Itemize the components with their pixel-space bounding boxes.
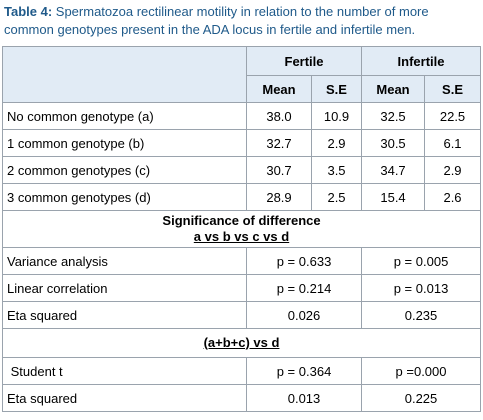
cell-value: 6.1 <box>424 129 482 157</box>
stat-value: 0.013 <box>245 384 363 412</box>
section-subtitle: (a+b+c) vs d <box>203 335 280 350</box>
header-row: Fertile Infertile <box>2 46 482 103</box>
column-header: S.E <box>310 75 363 103</box>
row-label: Linear correlation <box>2 274 247 302</box>
row-label: 2 common genotypes (c) <box>2 156 247 184</box>
stat-row: Eta squared 0.013 0.225 <box>2 384 482 412</box>
caption-text: Spermatozoa rectilinear motility in rela… <box>4 4 429 37</box>
cell-value: 2.5 <box>310 183 363 211</box>
row-label: Eta squared <box>2 301 247 329</box>
corner-cell <box>2 46 247 103</box>
column-header: Mean <box>246 75 312 103</box>
cell-value: 22.5 <box>424 102 482 130</box>
stat-value: 0.225 <box>361 384 482 412</box>
stat-row: Eta squared 0.026 0.235 <box>2 301 482 329</box>
caption: Table 4: Spermatozoa rectilinear motilit… <box>4 3 480 39</box>
cell-value: 38.0 <box>246 102 312 130</box>
group-header: Infertile <box>361 46 482 76</box>
stat-value: p = 0.633 <box>245 247 363 275</box>
stat-row: Linear correlation p = 0.214 p = 0.013 <box>2 274 482 302</box>
row-label: Eta squared <box>2 384 247 412</box>
data-row: 3 common genotypes (d) 28.9 2.5 15.4 2.6 <box>2 183 482 211</box>
stat-value: p = 0.364 <box>245 357 363 385</box>
cell-value: 32.7 <box>246 129 312 157</box>
table: Fertile Infertile Mean S.E Mean S.E No common … <box>1 46 482 412</box>
stat-value: p = 0.214 <box>245 274 363 302</box>
data-row: 2 common genotypes (c) 30.7 3.5 34.7 2.9 <box>2 156 482 184</box>
cell-value: 3.5 <box>310 156 363 184</box>
section-title: Significance of difference <box>162 213 321 228</box>
row-label: Variance analysis <box>2 247 247 275</box>
cell-value: 2.6 <box>424 183 482 211</box>
row-label: 3 common genotypes (d) <box>2 183 247 211</box>
column-header: Mean <box>361 75 426 103</box>
stat-value: p = 0.013 <box>361 274 482 302</box>
row-label: Student t <box>2 357 247 385</box>
section-subtitle: a vs b vs c vs d <box>193 229 290 244</box>
caption-label: Table 4: <box>4 4 53 19</box>
cell-value: 15.4 <box>361 183 426 211</box>
cell-value: 2.9 <box>424 156 482 184</box>
cell-value: 2.9 <box>310 129 363 157</box>
data-row: No common genotype (a) 38.0 10.9 32.5 22.5 <box>2 102 482 130</box>
cell-value: 30.7 <box>246 156 312 184</box>
stat-row: Variance analysis p = 0.633 p = 0.005 <box>2 247 482 275</box>
section-header: Significance of difference a vs b vs c vs… <box>1 210 482 248</box>
cell-value: 30.5 <box>361 129 426 157</box>
stat-value: 0.235 <box>361 301 482 329</box>
stat-value: p =0.000 <box>361 357 482 385</box>
data-row: 1 common genotype (b) 32.7 2.9 30.5 6.1 <box>2 129 482 157</box>
group-header: Fertile <box>245 46 363 76</box>
cell-value: 32.5 <box>361 102 426 130</box>
subheader-row: Mean S.E Mean S.E <box>3 75 482 103</box>
cell-value: 34.7 <box>361 156 426 184</box>
cell-value: 10.9 <box>310 102 363 130</box>
row-label: No common genotype (a) <box>2 102 247 130</box>
row-label: 1 common genotype (b) <box>2 129 247 157</box>
column-header: S.E <box>424 75 482 103</box>
cell-value: 28.9 <box>246 183 312 211</box>
section-header-row: Significance of difference a vs b vs c vs… <box>1 210 482 248</box>
stat-value: p = 0.005 <box>361 247 482 275</box>
section-header: (a+b+c) vs d <box>1 328 482 358</box>
section-header-row: (a+b+c) vs d <box>1 328 482 358</box>
stat-value: 0.026 <box>245 301 363 329</box>
